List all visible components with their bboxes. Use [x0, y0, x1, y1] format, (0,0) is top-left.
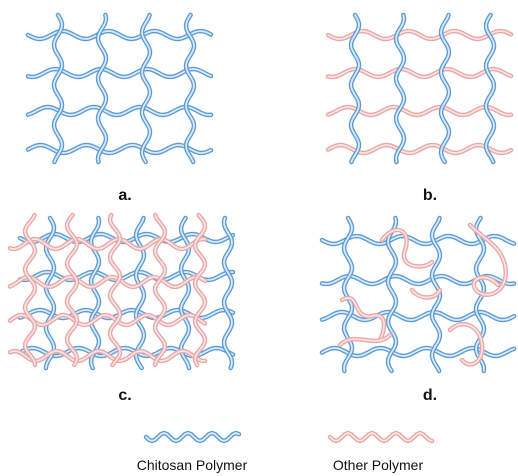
- panel-label: d.: [423, 387, 437, 404]
- panel-label: b.: [423, 187, 437, 204]
- diagram: a. b. c. d. Chitosan Polymer Other Polym…: [0, 0, 518, 476]
- panel-label: a.: [118, 187, 131, 204]
- panel-label: c.: [118, 387, 131, 404]
- legend-label: Chitosan Polymer: [137, 457, 248, 473]
- strands: [10, 15, 514, 441]
- legend-label: Other Polymer: [333, 457, 424, 473]
